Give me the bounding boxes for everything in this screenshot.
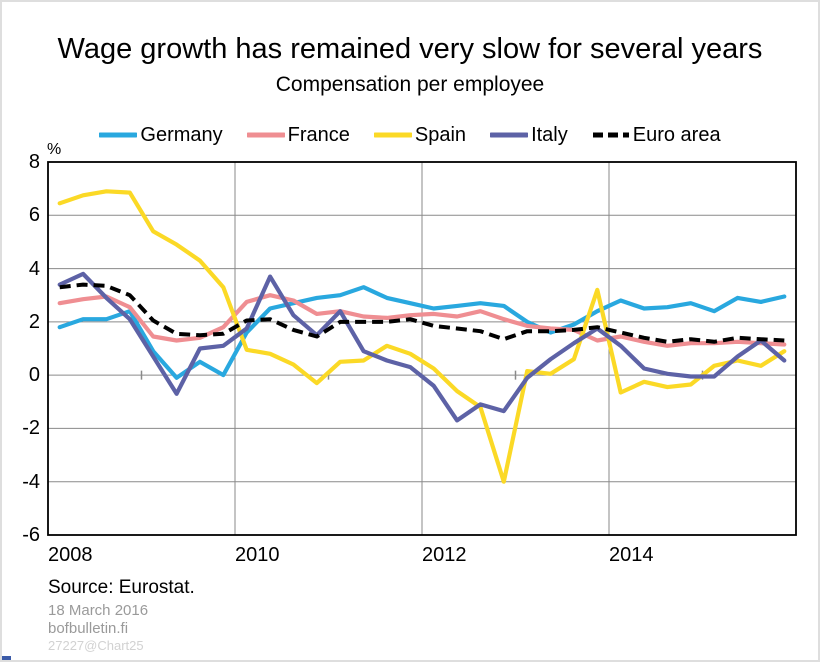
- legend-item-france: France: [246, 123, 350, 147]
- x-tick-label-2008: 2008: [48, 544, 93, 566]
- legend-item-italy: Italy: [490, 124, 568, 147]
- x-tick-label-2010: 2010: [235, 544, 280, 566]
- y-tick-label-6: 6: [28, 204, 40, 227]
- y-tick-label--2: -2: [22, 417, 40, 440]
- page-title: Wage growth has remained very slow for s…: [57, 33, 763, 65]
- y-tick-label-4: 4: [28, 257, 40, 280]
- y-tick-label--4: -4: [22, 470, 40, 493]
- legend-label-germany: Germany: [140, 123, 223, 146]
- legend-item-euro-area: Euro area: [592, 124, 721, 147]
- corner-watermark: [2, 656, 11, 660]
- legend-swatch-france: [246, 132, 285, 138]
- legend-swatch-germany: [99, 132, 138, 138]
- plot-border: [47, 161, 797, 536]
- legend: Germany France Spain Italy Euro area: [2, 121, 818, 149]
- y-tick-label-2: 2: [28, 310, 40, 333]
- legend-swatch-italy: [490, 132, 529, 138]
- series-line-italy: [57, 271, 787, 423]
- footer-chart-id: 27227@Chart25: [48, 638, 144, 653]
- y-tick-label--6: -6: [22, 524, 40, 546]
- footer-date: 18 March 2016: [48, 602, 149, 619]
- series-line-germany: [57, 285, 787, 380]
- legend-label-euro-area: Euro area: [632, 123, 721, 146]
- y-tick-label-0: 0: [28, 364, 40, 387]
- series-line-euro-area: [59, 282, 785, 344]
- series-line-spain: [57, 189, 787, 484]
- y-tick-label-8: 8: [28, 151, 40, 173]
- legend-item-germany: Germany: [99, 123, 223, 147]
- y-axis-unit-label: %: [47, 141, 62, 158]
- legend-label-italy: Italy: [531, 123, 568, 146]
- legend-item-spain: Spain: [373, 123, 467, 147]
- legend-label-france: France: [287, 123, 350, 146]
- x-tick-label-2014: 2014: [609, 544, 654, 566]
- legend-swatch-spain: [373, 132, 412, 138]
- x-tick-label-2012: 2012: [422, 544, 467, 566]
- legend-label-spain: Spain: [414, 123, 467, 146]
- series-line-france: [57, 293, 787, 348]
- chart-subtitle: Compensation per employee: [275, 73, 545, 96]
- source-note: Source: Eurostat.: [48, 577, 195, 598]
- legend-swatch-euro-area: [592, 132, 629, 138]
- footer-site: bofbulletin.fi: [48, 620, 129, 637]
